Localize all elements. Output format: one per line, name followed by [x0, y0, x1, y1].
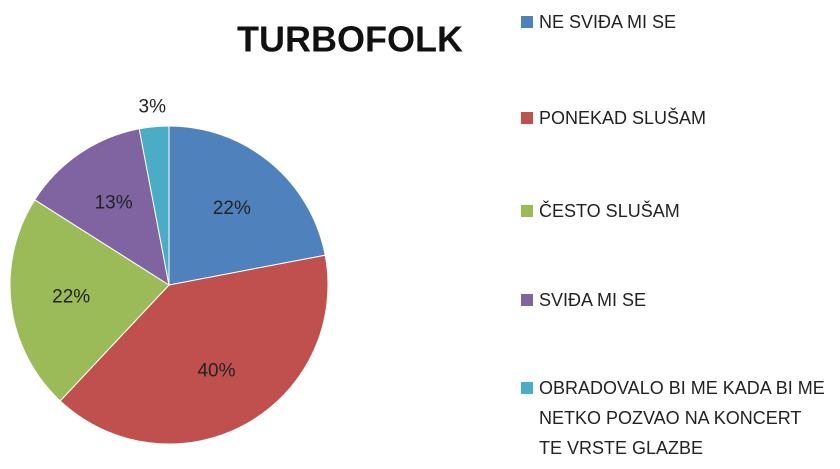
legend-item: PONEKAD SLUŠAM [521, 103, 826, 133]
legend-item: ČESTO SLUŠAM [521, 196, 826, 226]
slice-label: 3% [139, 97, 167, 118]
legend-item: NE SVIĐA MI SE [521, 7, 826, 37]
slice-label: 13% [95, 192, 133, 213]
legend-swatch [521, 112, 533, 124]
pie-slice [168, 125, 326, 286]
pie-slice [34, 128, 170, 287]
legend-item: OBRADOVALO BI ME KADA BI ME NETKO POZVAO… [521, 373, 826, 463]
chart-title: TURBOFOLK [237, 19, 463, 60]
pie-slice [9, 199, 170, 402]
legend-label: NE SVIĐA MI SE [539, 12, 677, 32]
slice-label: 40% [197, 360, 235, 381]
pie-slice [59, 254, 329, 445]
slice-label: 22% [213, 198, 251, 219]
slice-label: 22% [52, 286, 90, 307]
legend-item: SVIĐA MI SE [521, 285, 826, 315]
legend-label: OBRADOVALO BI ME KADA BI ME NETKO POZVAO… [539, 378, 825, 458]
legend-label: PONEKAD SLUŠAM [539, 108, 707, 128]
legend-swatch [521, 382, 533, 394]
legend-swatch [521, 205, 533, 217]
legend-label: ČESTO SLUŠAM [539, 201, 680, 221]
legend-swatch [521, 16, 533, 28]
legend-swatch [521, 294, 533, 306]
pie-slice [138, 125, 170, 286]
legend-label: SVIĐA MI SE [539, 290, 647, 310]
